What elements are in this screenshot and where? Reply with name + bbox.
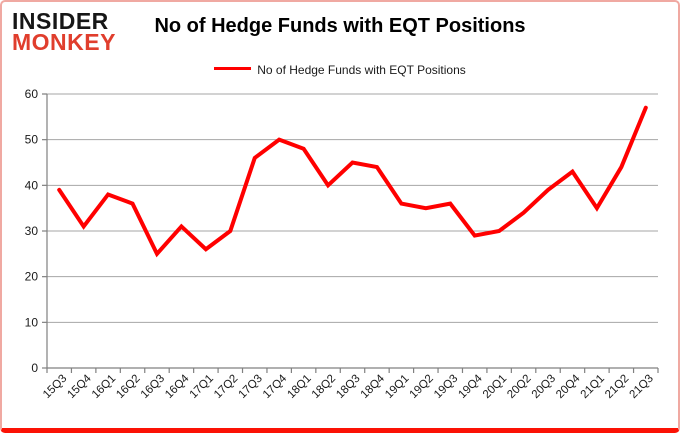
x-tick-label: 16Q3	[139, 373, 167, 401]
x-tick-label: 17Q1	[188, 373, 216, 401]
x-tick-label: 20Q2	[505, 373, 533, 401]
x-tick-label: 15Q4	[65, 372, 94, 401]
x-tick-label: 19Q2	[408, 373, 436, 401]
series-line	[57, 105, 648, 258]
chart-legend: No of Hedge Funds with EQT Positions	[2, 62, 678, 77]
logo-text-monkey: MONKEY	[12, 29, 116, 56]
x-tick-label: 18Q4	[359, 372, 388, 401]
x-tick-label: 17Q2	[212, 373, 240, 401]
x-tick-label: 20Q1	[481, 373, 509, 401]
y-tick-label: 60	[25, 87, 39, 101]
x-tick-label: 18Q1	[285, 373, 313, 401]
y-tick-label: 0	[31, 361, 38, 375]
x-tick-label: 16Q2	[114, 373, 142, 401]
x-tick-label: 18Q2	[310, 373, 338, 401]
legend-series-label: No of Hedge Funds with EQT Positions	[257, 62, 466, 77]
x-tick-label: 19Q3	[432, 373, 460, 401]
y-tick-label: 10	[25, 315, 39, 329]
y-tick-label: 40	[25, 178, 39, 192]
legend-line-swatch	[214, 67, 252, 71]
y-tick-label: 20	[25, 270, 39, 284]
x-tick-label: 20Q3	[530, 373, 558, 401]
x-tick-label: 15Q3	[41, 373, 69, 401]
insider-monkey-logo: INSIDER MONKEY	[12, 8, 116, 56]
x-tick-label: 21Q1	[579, 373, 607, 401]
x-tick-label: 21Q2	[603, 373, 631, 401]
x-tick-label: 17Q3	[236, 373, 264, 401]
logo-text-insider: INSIDER	[12, 8, 109, 34]
x-tick-label: 17Q4	[261, 372, 290, 401]
chart-title: No of Hedge Funds with EQT Positions	[154, 15, 526, 37]
x-tick-label: 18Q3	[334, 373, 362, 401]
x-tick-label: 19Q1	[383, 373, 411, 401]
y-tick-label: 30	[25, 224, 39, 238]
x-tick-label: 20Q4	[554, 372, 583, 401]
x-tick-label: 19Q4	[456, 372, 485, 401]
x-tick-label: 21Q3	[628, 373, 656, 401]
y-tick-label: 50	[25, 133, 39, 147]
x-tick-label: 16Q1	[90, 373, 118, 401]
x-tick-label: 16Q4	[163, 372, 192, 401]
